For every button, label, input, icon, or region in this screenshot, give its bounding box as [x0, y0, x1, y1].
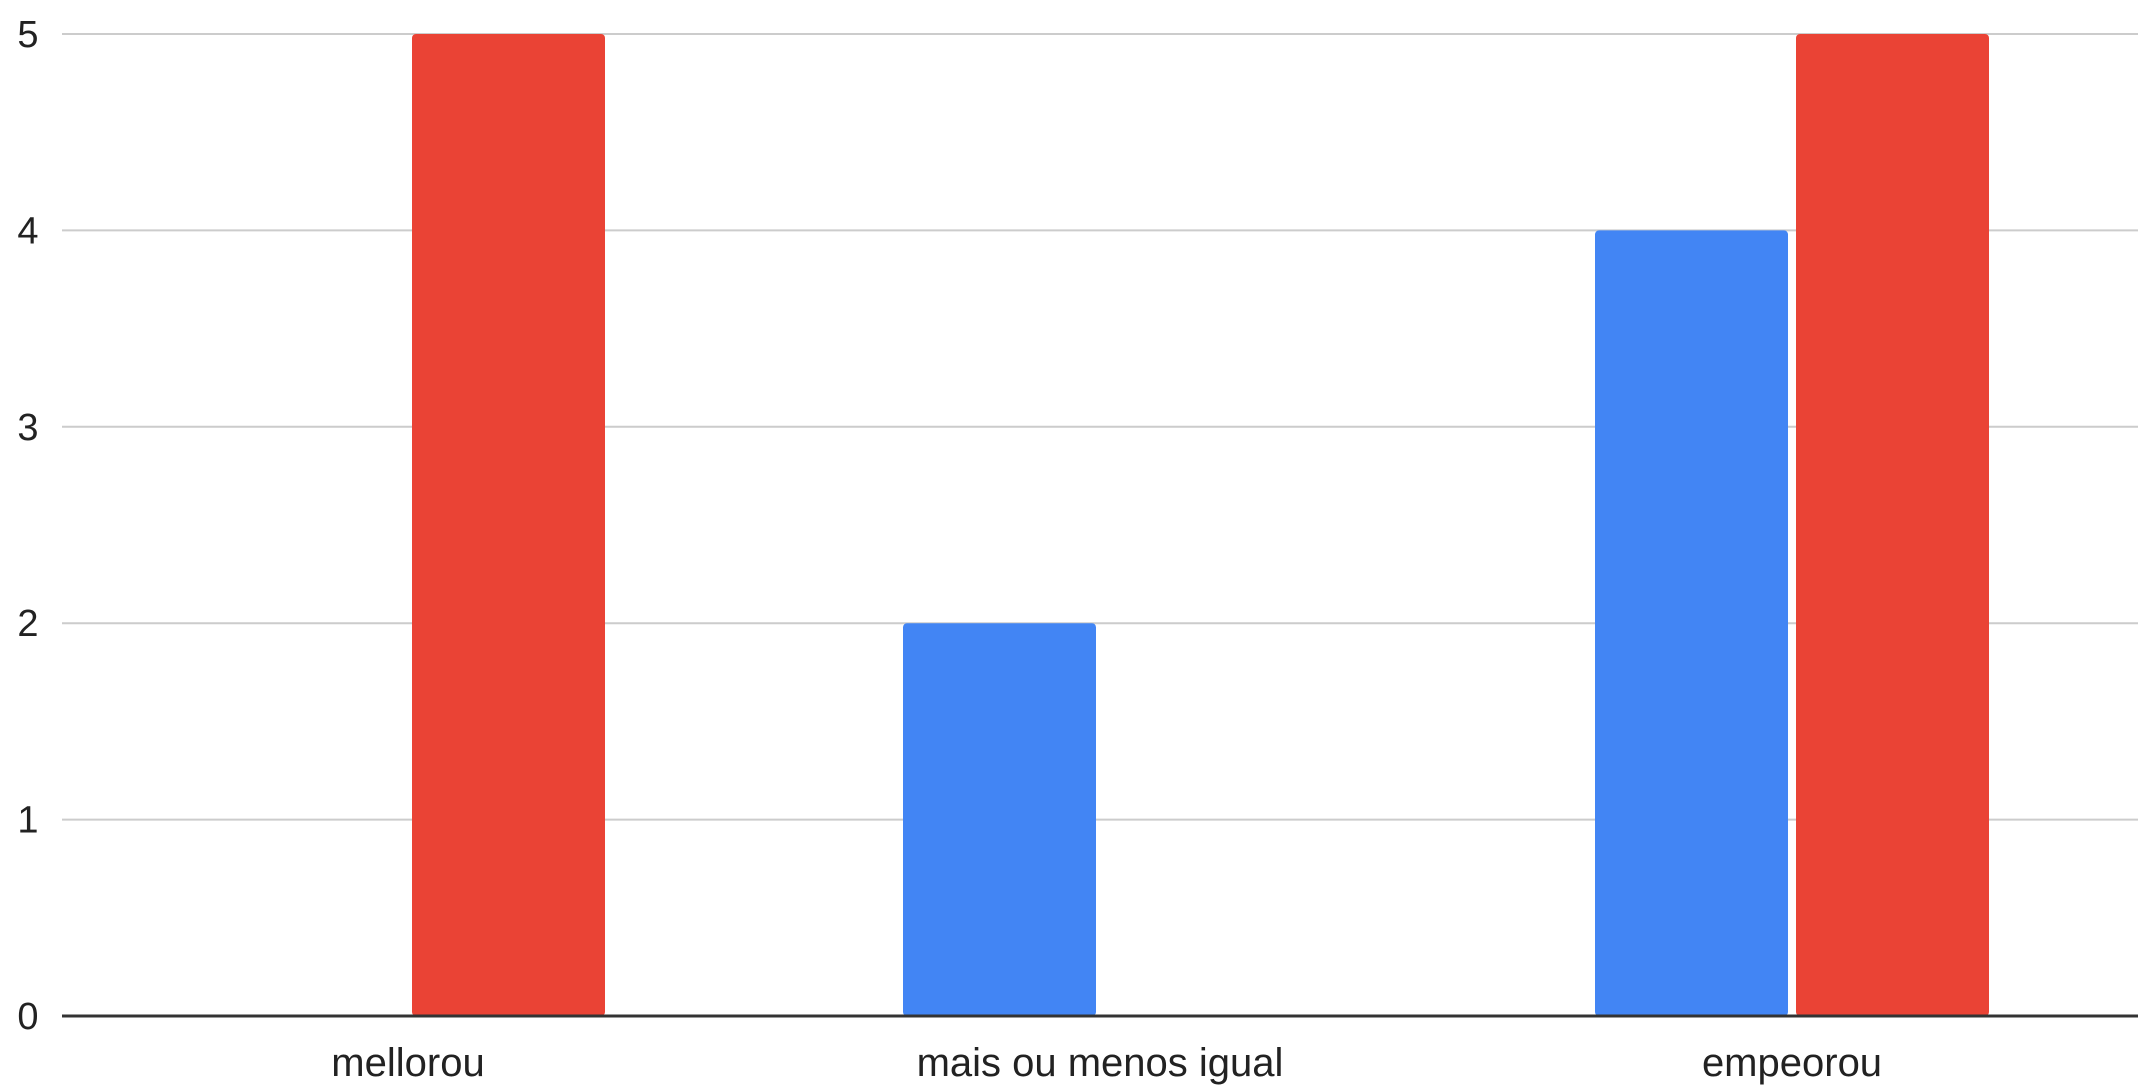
gridlines — [62, 33, 2138, 821]
bar — [903, 623, 1096, 1016]
y-tick-label: 0 — [17, 996, 38, 1038]
bar — [412, 34, 605, 1016]
y-tick-label: 3 — [17, 407, 38, 449]
y-tick-label: 4 — [17, 210, 38, 252]
y-tick-label: 2 — [17, 603, 38, 645]
y-axis-tick-labels: 0 1 2 3 4 5 — [17, 14, 38, 1038]
bars — [412, 34, 1989, 1016]
y-tick-label: 5 — [17, 14, 38, 56]
x-category-label: empeorou — [1702, 1041, 1882, 1085]
x-category-label: mellorou — [331, 1041, 484, 1085]
x-category-label: mais ou menos igual — [917, 1041, 1284, 1085]
bar — [1595, 230, 1788, 1016]
bar — [1796, 34, 1989, 1016]
y-tick-label: 1 — [17, 800, 38, 842]
x-axis-category-labels: mellorou mais ou menos igual empeorou — [331, 1041, 1882, 1085]
